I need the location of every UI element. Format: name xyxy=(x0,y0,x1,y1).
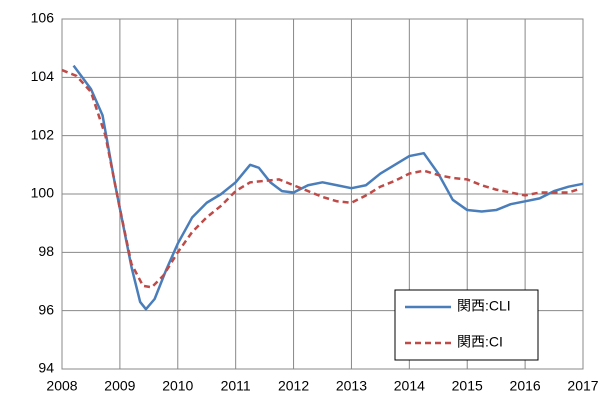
x-tick-label: 2017 xyxy=(567,378,598,394)
legend-label: 関西:CI xyxy=(457,334,503,350)
x-tick-label: 2015 xyxy=(452,378,483,394)
legend: 関西:CLI 関西:CI xyxy=(394,289,539,361)
y-tick-label: 94 xyxy=(38,360,54,376)
x-tick-label: 2011 xyxy=(221,378,251,394)
y-tick-label: 98 xyxy=(38,243,54,259)
y-tick-label: 102 xyxy=(31,126,55,142)
x-tick-label: 2014 xyxy=(394,378,425,394)
x-tick-label: 2012 xyxy=(278,378,309,394)
x-tick-label: 2016 xyxy=(510,378,541,394)
legend-box xyxy=(394,289,539,361)
y-tick-label: 106 xyxy=(31,10,55,26)
x-tick-label: 2009 xyxy=(104,378,135,394)
y-tick-label: 100 xyxy=(31,185,55,201)
data-line xyxy=(61,68,578,289)
y-tick-label: 96 xyxy=(38,301,54,317)
y-tick-label: 104 xyxy=(31,68,55,84)
legend-label: 関西:CLI xyxy=(457,298,511,314)
data-line xyxy=(72,64,584,311)
x-tick-label: 2010 xyxy=(162,378,193,394)
x-tick-label: 2008 xyxy=(46,378,77,394)
x-tick-label: 2013 xyxy=(336,378,367,394)
